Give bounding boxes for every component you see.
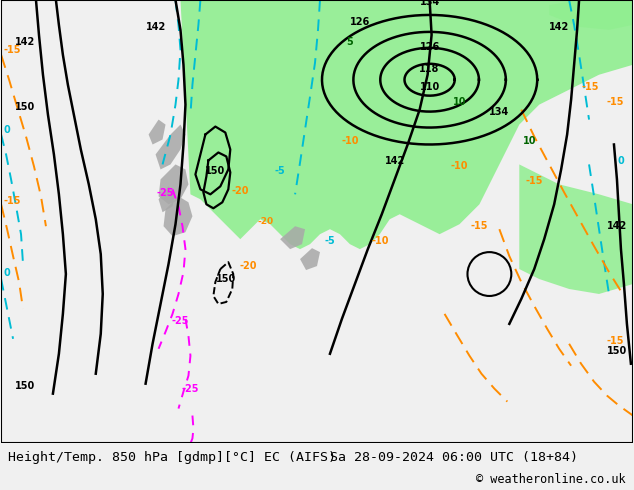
Text: 150: 150 [15,101,36,112]
Text: 150: 150 [607,346,627,356]
Text: 0: 0 [3,124,10,135]
Polygon shape [549,0,633,30]
Text: Height/Temp. 850 hPa [gdmp][°C] EC (AIFS): Height/Temp. 850 hPa [gdmp][°C] EC (AIFS… [8,451,336,464]
Text: 10: 10 [522,137,536,147]
Text: -10: -10 [341,137,359,147]
Text: 110: 110 [420,82,440,92]
Text: -15: -15 [581,82,599,92]
Text: -15: -15 [3,45,20,55]
Text: 5: 5 [347,37,353,47]
Text: Sa 28-09-2024 06:00 UTC (18+84): Sa 28-09-2024 06:00 UTC (18+84) [330,451,578,464]
Text: -15: -15 [3,196,20,206]
Text: 142: 142 [385,156,405,167]
Text: -5: -5 [295,0,306,2]
Text: -15: -15 [526,176,543,186]
Text: -25: -25 [182,384,199,393]
Text: -10: -10 [371,236,389,246]
Text: 142: 142 [549,22,569,32]
Text: -15: -15 [607,336,624,346]
Polygon shape [300,248,320,270]
Text: 142: 142 [145,22,165,32]
Text: -20: -20 [231,186,249,196]
Text: 10: 10 [453,97,466,107]
Text: -5: -5 [325,236,335,246]
Text: -15: -15 [470,221,488,231]
Text: -25: -25 [157,188,174,198]
Text: 150: 150 [216,274,236,284]
Polygon shape [164,196,193,236]
Polygon shape [519,165,633,294]
Text: © weatheronline.co.uk: © weatheronline.co.uk [476,473,626,487]
Text: 150: 150 [205,167,226,176]
Text: 0: 0 [617,0,624,2]
Text: 0: 0 [3,268,10,278]
Polygon shape [280,226,305,249]
Text: 142: 142 [15,37,36,47]
Text: -15: -15 [607,97,624,107]
Text: 126: 126 [420,42,440,52]
Text: -5: -5 [275,167,285,176]
Polygon shape [148,120,165,145]
Text: 142: 142 [607,221,627,231]
Polygon shape [181,0,633,249]
Text: 134: 134 [489,107,510,117]
Polygon shape [158,186,176,212]
Polygon shape [155,124,186,170]
Text: 126: 126 [350,17,370,27]
Polygon shape [158,165,188,204]
Text: -25: -25 [172,316,189,326]
Text: 134: 134 [420,0,440,7]
Text: -10: -10 [451,161,469,172]
Text: 0: 0 [617,156,624,167]
Text: -20: -20 [240,261,257,271]
Text: 150: 150 [15,381,36,391]
Text: 118: 118 [420,64,440,74]
Text: -20: -20 [257,217,273,226]
